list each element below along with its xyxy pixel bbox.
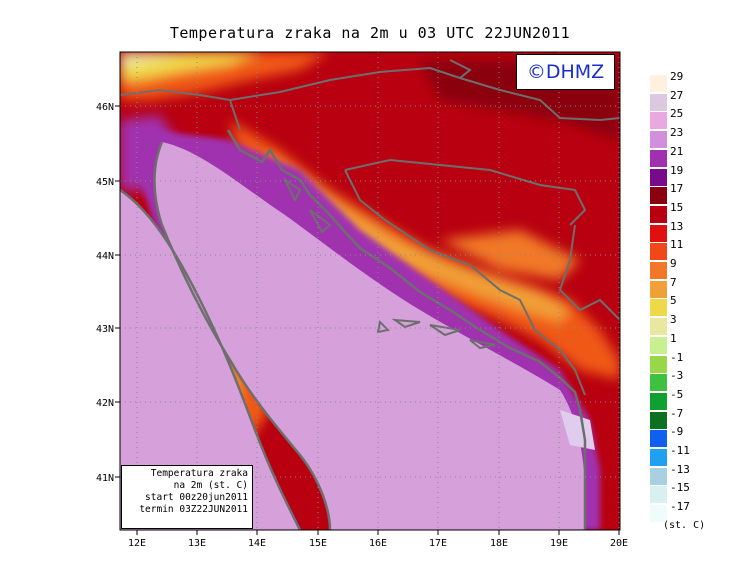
legend-level: 29 [670, 70, 684, 83]
legend-level: 17 [670, 182, 684, 196]
lon-label: 19E [550, 538, 568, 549]
lon-label: 17E [429, 538, 447, 549]
lat-label: 43N [96, 324, 114, 335]
legend-swatch [650, 187, 667, 205]
legend-level: 25 [670, 107, 684, 121]
legend-swatch [650, 149, 667, 167]
lon-label: 13E [188, 538, 206, 549]
legend-swatch [650, 336, 667, 354]
info-box: Temperatura zraka na 2m (st. C) start 00… [121, 465, 253, 529]
legend-level: 7 [670, 275, 677, 289]
legend-swatch [650, 299, 667, 317]
lat-label: 41N [96, 473, 114, 484]
legend-swatch [650, 486, 667, 504]
legend-level: 11 [670, 238, 684, 252]
lat-lon-grid [120, 52, 620, 530]
dhmz-logo: ©DHMZ [516, 54, 615, 90]
legend-level: 27 [670, 88, 684, 102]
legend-swatch [650, 75, 667, 92]
legend-level: -5 [670, 387, 684, 401]
legend-level: 3 [670, 313, 677, 327]
lon-label: 20E [610, 538, 628, 549]
info-line: start 00z20jun2011 [145, 492, 248, 503]
map-title: Temperatura zraka na 2m u 03 UTC 22JUN20… [169, 24, 571, 42]
legend-swatch [650, 374, 667, 392]
legend-level: -13 [670, 462, 690, 476]
legend-swatch [650, 131, 667, 149]
legend-level: 23 [670, 126, 684, 140]
legend-swatch [650, 224, 667, 242]
legend-swatch [650, 243, 667, 261]
legend-level: -9 [670, 425, 684, 439]
legend-swatch [650, 168, 667, 186]
legend-swatch [650, 411, 667, 429]
legend-swatch [650, 93, 667, 111]
info-line: na 2m (st. C) [173, 480, 248, 491]
legend-level: -11 [670, 444, 690, 457]
lat-label: 45N [96, 177, 114, 188]
longitude-labels: 12E 13E 14E 15E 16E 17E 18E 19E 20E [128, 530, 628, 549]
legend-swatch [650, 355, 667, 373]
lon-label: 15E [309, 538, 327, 549]
info-line: termin 03Z22JUN2011 [139, 504, 248, 515]
legend-level: 1 [670, 331, 677, 345]
legend-level: -17 [670, 500, 690, 514]
legend-level: 15 [670, 200, 684, 214]
lon-label: 14E [248, 538, 266, 549]
legend-level: -15 [670, 481, 690, 495]
legend-level: 9 [670, 257, 677, 270]
legend-swatch [650, 280, 667, 298]
legend-swatch [650, 262, 667, 279]
latitude-labels: 46N 45N 44N 43N 42N 41N [96, 102, 120, 484]
info-line: Temperatura zraka [150, 468, 248, 479]
lat-label: 44N [96, 251, 114, 262]
legend-level: 13 [670, 219, 684, 233]
legend-level: -3 [670, 369, 684, 383]
legend-level: 5 [670, 294, 677, 308]
legend-swatch [650, 205, 667, 223]
lon-label: 18E [490, 538, 508, 549]
lon-label: 16E [369, 538, 387, 549]
lon-label: 12E [128, 538, 146, 549]
lat-label: 42N [96, 398, 114, 409]
legend-swatch [650, 430, 667, 448]
legend-level: 21 [670, 144, 684, 158]
legend-swatch [650, 467, 667, 485]
legend-level: 19 [670, 163, 684, 177]
legend-swatch [650, 449, 667, 466]
legend-swatch [650, 505, 667, 523]
legend-level: -1 [670, 350, 684, 364]
legend-level: -7 [670, 406, 684, 420]
legend-swatch [650, 392, 667, 410]
lat-label: 46N [96, 102, 114, 113]
legend-unit: (st. C) [663, 520, 706, 531]
legend-swatch [650, 318, 667, 336]
legend-swatch [650, 112, 667, 130]
